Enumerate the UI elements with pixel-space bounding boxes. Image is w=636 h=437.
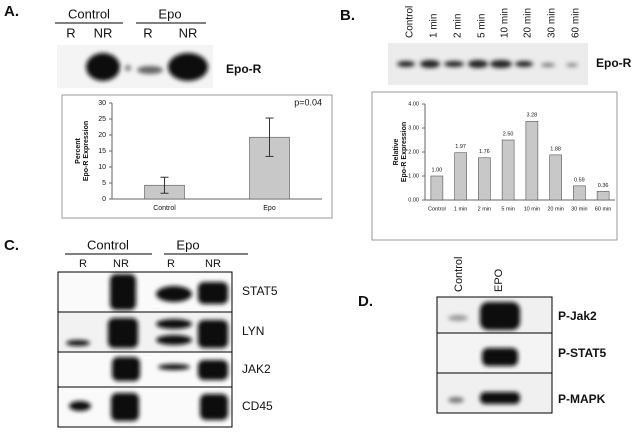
x-tick-label: Control <box>153 205 176 212</box>
lane-label: R <box>143 25 152 40</box>
blot-image <box>57 271 233 428</box>
blot-label: P-STAT5 <box>558 346 607 360</box>
x-tick-label: 5 min <box>501 206 514 212</box>
y-tick-label: 20 <box>98 132 106 139</box>
data-label: 0.59 <box>574 177 585 183</box>
bar <box>478 157 491 201</box>
bar <box>596 191 610 201</box>
x-tick-label: 1 min <box>454 206 467 212</box>
blot-label: P-MAPK <box>558 392 606 406</box>
panel-label: C. <box>4 237 19 254</box>
x-tick-label: 20 min <box>547 206 564 212</box>
y-tick-label: 0.00 <box>408 197 419 203</box>
panel-label: D. <box>358 293 373 310</box>
group-label: Control <box>68 6 110 21</box>
chart-frame <box>61 94 333 219</box>
lane-label: R <box>66 25 75 40</box>
lane-label: Control <box>405 6 416 38</box>
lane-label: 1 min <box>429 14 440 38</box>
lane-label: 30 min <box>547 8 558 38</box>
y-axis-label: Epo-R Expression <box>401 122 408 182</box>
y-tick-label: 1.00 <box>408 173 419 179</box>
y-axis-label: Relative <box>393 138 400 165</box>
group-label: Epo <box>176 237 199 252</box>
blot-image <box>436 296 553 414</box>
annotation: p=0.04 <box>294 97 322 107</box>
lane-label: NR <box>94 25 113 40</box>
blot-label: JAK2 <box>242 362 271 376</box>
y-axis-label: Percent <box>75 137 82 163</box>
y-tick-label: 3.00 <box>408 125 419 131</box>
x-tick-label: 30 min <box>571 206 588 212</box>
blot-image <box>57 45 213 88</box>
panel-label: A. <box>4 3 19 20</box>
panel-label: B. <box>340 7 355 24</box>
y-tick-label: 15 <box>98 148 106 155</box>
group-label: Control <box>87 237 129 252</box>
x-tick-label: 2 min <box>478 206 491 212</box>
blot-label: CD45 <box>242 399 273 413</box>
lane-label: 2 min <box>453 14 464 38</box>
lane-label: EPO <box>493 268 505 292</box>
bar <box>430 175 444 201</box>
y-axis-label: Epo-R Expression <box>83 121 90 181</box>
lane-label: 60 min <box>571 8 582 38</box>
y-tick-label: 25 <box>98 116 106 123</box>
chart-frame <box>371 91 618 241</box>
x-tick-label: 60 min <box>595 206 612 212</box>
x-tick-label: 10 min <box>524 206 541 212</box>
blot-label: P-Jak2 <box>558 309 597 323</box>
data-label: 2.50 <box>503 131 514 137</box>
y-tick-label: 5 <box>102 180 106 187</box>
blot-label: Epo-R <box>226 62 262 76</box>
lane-label: NR <box>113 258 129 270</box>
blot-label: Epo-R <box>596 56 632 70</box>
data-label: 3.28 <box>527 113 538 119</box>
bar <box>501 139 515 201</box>
data-label: 1.97 <box>455 144 466 150</box>
lane-label: Control <box>453 257 465 292</box>
x-tick-label: Epo <box>263 205 276 212</box>
lane-label: 20 min <box>523 8 534 38</box>
y-tick-label: 0 <box>102 196 106 203</box>
bar <box>249 136 290 200</box>
x-tick-label: Control <box>428 206 446 212</box>
blot-image <box>388 43 588 85</box>
lane-label: R <box>167 258 175 270</box>
lane-label: NR <box>179 25 198 40</box>
y-tick-label: 10 <box>98 164 106 171</box>
bar <box>549 154 562 201</box>
data-label: 1.76 <box>479 149 490 155</box>
lane-label: 5 min <box>477 14 488 38</box>
blot-label: LYN <box>242 324 264 338</box>
data-label: 0.36 <box>598 183 609 189</box>
y-tick-label: 2.00 <box>408 149 419 155</box>
y-tick-label: 4.00 <box>408 101 419 107</box>
data-label: 1.88 <box>550 146 561 152</box>
bar <box>573 185 586 201</box>
bar <box>525 120 539 201</box>
data-label: 1.00 <box>432 167 443 173</box>
lane-label: NR <box>205 258 221 270</box>
y-tick-label: 30 <box>98 100 106 107</box>
blot-label: STAT5 <box>242 284 278 298</box>
lane-label: R <box>79 258 87 270</box>
bar <box>454 152 467 201</box>
group-label: Epo <box>158 6 181 21</box>
lane-label: 10 min <box>500 8 511 38</box>
